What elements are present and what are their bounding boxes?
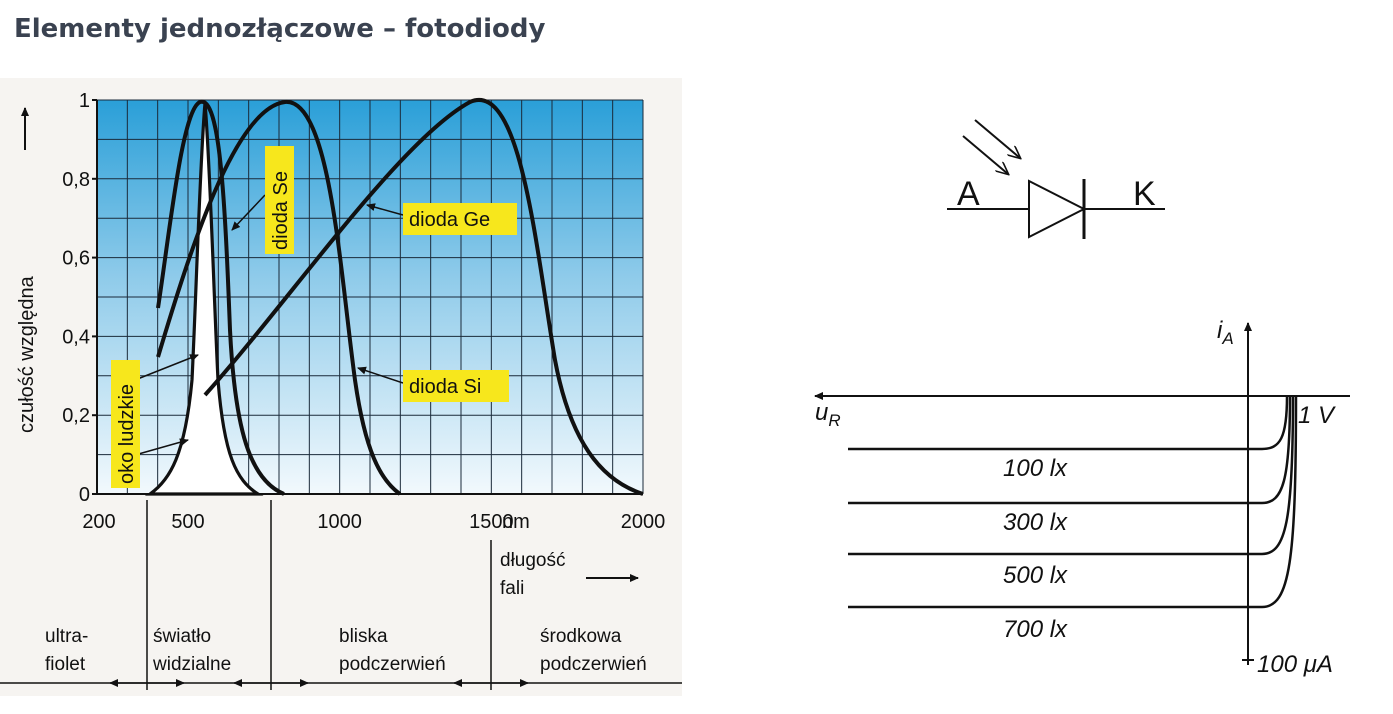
region-2-line2: podczerwień (339, 654, 446, 675)
light-arrow-1 (974, 119, 1020, 158)
iv-x-axis-label: uR (815, 399, 841, 430)
pointer-oko-2 (134, 354, 199, 381)
y-tick-label: 0,4 (62, 326, 90, 348)
tag-oko-ludzkie: oko ludzkie (111, 360, 140, 488)
iv-y-axis-label: iA (1217, 317, 1234, 348)
iv-curve-500lx: 500 lx (848, 395, 1295, 589)
svg-text:300 lx: 300 lx (1003, 509, 1068, 536)
x-tick-label: 200 (82, 511, 115, 533)
y-tick-labels: 0 0,2 0,4 0,6 0,8 1 (62, 90, 97, 506)
y-tick-label: 0,6 (62, 248, 90, 270)
spectral-chart: 0 0,2 0,4 0,6 0,8 1 200 500 1000 1500 2000 nm czu… (0, 78, 682, 696)
svg-text:100 lx: 100 lx (1003, 455, 1068, 482)
iv-curve-100lx: 100 lx (848, 395, 1289, 482)
pointer-oko (134, 438, 189, 456)
iv-curve-700lx: 700 lx (848, 395, 1298, 643)
svg-text:dioda Ge: dioda Ge (409, 209, 490, 231)
x-unit-label: nm (502, 511, 530, 533)
region-2-line1: bliska (339, 626, 388, 647)
curve-dioda-se (156, 99, 285, 496)
light-arrow-2 (962, 135, 1008, 174)
svg-text:700 lx: 700 lx (1003, 616, 1068, 643)
region-1-line2: widzialne (152, 654, 231, 675)
anode-label: A (957, 175, 980, 213)
svg-text:500 lx: 500 lx (1003, 562, 1068, 589)
page-title: Elementy jednozłączowe – fotodiody (14, 14, 546, 44)
svg-text:oko ludzkie: oko ludzkie (116, 384, 138, 484)
y-axis-label: czułość względna (16, 275, 38, 433)
region-3-line2: podczerwień (540, 654, 647, 675)
region-0-line2: fiolet (45, 654, 86, 675)
x-tick-labels: 200 500 1000 1500 2000 (82, 511, 665, 533)
x-tick-label: 500 (171, 511, 204, 533)
iv-voltage-tick-label: 1 V (1298, 402, 1336, 429)
iv-chart: iA uR 1 V 100 μA 100 lx 300 lx 500 lx 70… (814, 317, 1350, 678)
pointer-si (357, 366, 404, 384)
y-tick-label: 1 (79, 90, 90, 112)
x-tick-label: 1500 (469, 511, 514, 533)
region-dividers (0, 500, 682, 690)
x-axis-label-line2: fali (500, 578, 524, 599)
x-axis-label-line1: długość (500, 550, 566, 571)
x-tick-label: 1000 (317, 511, 362, 533)
region-1-line1: światło (153, 626, 211, 647)
curve-dioda-si (156, 99, 402, 496)
region-0-line1: ultra- (45, 626, 88, 647)
iv-curve-300lx: 300 lx (848, 395, 1292, 536)
tag-dioda-se: dioda Se (265, 146, 294, 254)
region-3-line1: środkowa (540, 626, 622, 647)
diode-triangle (1028, 179, 1087, 239)
pointer-se (231, 194, 266, 231)
pointer-ge (366, 203, 404, 216)
x-tick-label: 2000 (621, 511, 666, 533)
y-tick-label: 0,8 (62, 169, 90, 191)
iv-current-tick-label: 100 μA (1257, 651, 1333, 678)
tag-dioda-si: dioda Si (403, 370, 509, 402)
curve-dioda-ge (203, 98, 644, 496)
svg-text:dioda Si: dioda Si (409, 376, 481, 398)
y-tick-label: 0 (79, 484, 90, 506)
y-tick-label: 0,2 (62, 405, 90, 427)
photodiode-symbol: A K (947, 119, 1165, 239)
svg-text:dioda Se: dioda Se (270, 171, 292, 250)
tag-dioda-ge: dioda Ge (403, 203, 517, 235)
cathode-label: K (1133, 175, 1156, 213)
